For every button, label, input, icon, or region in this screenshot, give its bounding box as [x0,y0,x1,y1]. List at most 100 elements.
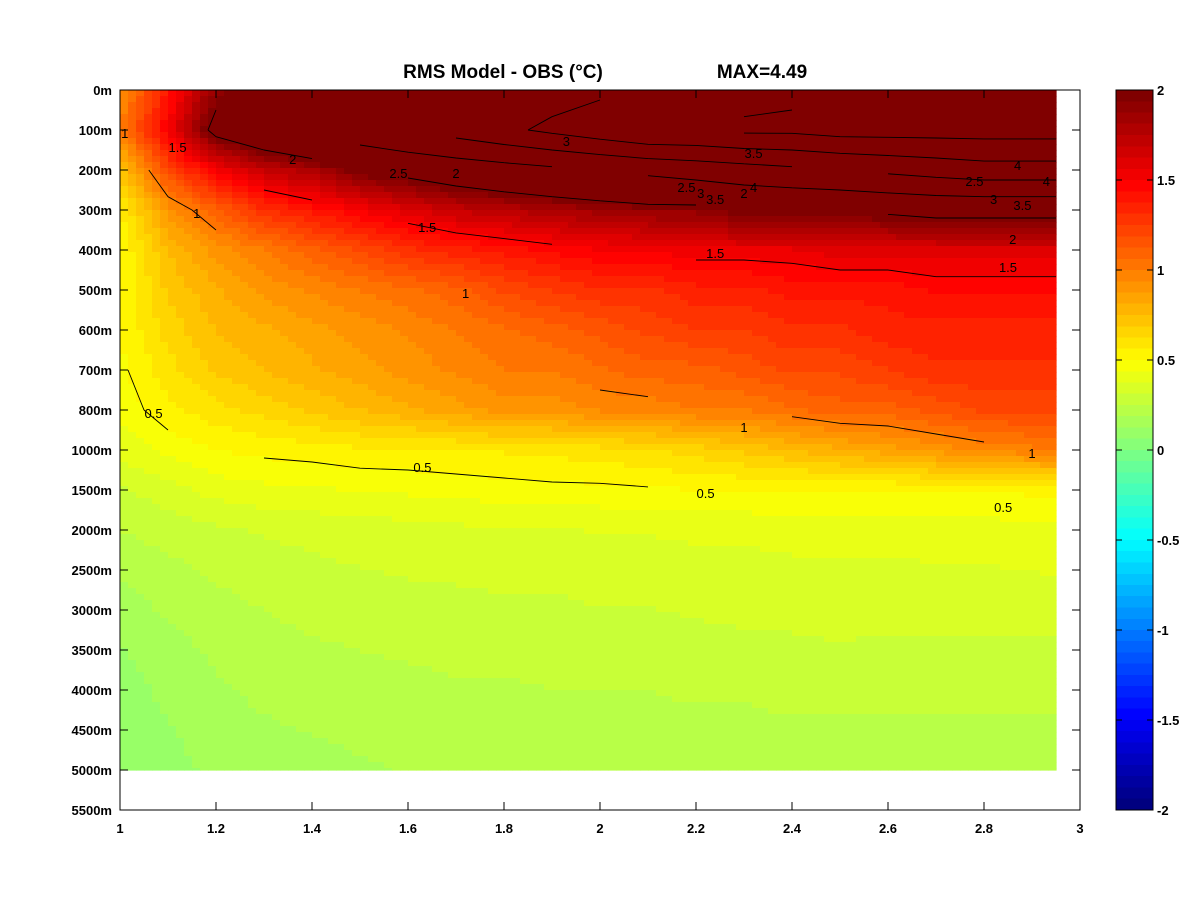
heatmap-cell [624,186,633,193]
heatmap-cell [312,240,321,247]
heatmap-cell [176,192,185,199]
heatmap-cell [464,318,473,325]
heatmap-cell [1000,258,1009,265]
heatmap-cell [632,198,641,205]
heatmap-cell [448,282,457,289]
heatmap-cell [528,210,537,217]
heatmap-cell [944,276,953,283]
heatmap-cell [736,282,745,289]
heatmap-cell [1040,324,1049,331]
heatmap-cell [552,282,561,289]
heatmap-cell [1000,132,1009,139]
heatmap-cell [392,138,401,145]
heatmap-cell [440,252,449,259]
heatmap-cell [304,240,313,247]
heatmap-cell [808,90,817,97]
heatmap-cell [144,168,153,175]
heatmap-cell [272,102,281,109]
heatmap-cell [616,288,625,295]
heatmap-cell [688,126,697,133]
heatmap-cell [304,162,313,169]
heatmap-cell [776,276,785,283]
heatmap-cell [376,264,385,271]
heatmap-cell [576,126,585,133]
heatmap-cell [328,216,337,223]
heatmap-cell [504,234,513,241]
heatmap-cell [408,204,417,211]
heatmap-cell [1032,234,1041,241]
heatmap-cell [688,108,697,115]
heatmap-cell [952,102,961,109]
heatmap-cell [1016,270,1025,277]
heatmap-cell [488,168,497,175]
heatmap-cell [880,216,889,223]
heatmap-cell [776,330,785,337]
heatmap-cell [936,114,945,121]
heatmap-cell [328,312,337,319]
heatmap-cell [432,162,441,169]
heatmap-cell [296,144,305,151]
heatmap-cell [336,150,345,157]
heatmap-cell [680,288,689,295]
heatmap-cell [424,264,433,271]
heatmap-cell [808,276,817,283]
heatmap-cell [952,162,961,169]
heatmap-cell [832,282,841,289]
heatmap-cell [1032,288,1041,295]
heatmap-cell [728,90,737,97]
heatmap-cell [200,168,209,175]
heatmap-cell [640,198,649,205]
heatmap-cell [944,252,953,259]
heatmap-cell [600,192,609,199]
heatmap-cell [416,162,425,169]
heatmap-cell [416,342,425,349]
heatmap-cell [176,210,185,217]
heatmap-cell [856,144,865,151]
heatmap-cell [168,282,177,289]
heatmap-cell [728,246,737,253]
heatmap-cell [1016,150,1025,157]
heatmap-cell [936,138,945,145]
heatmap-cell [328,114,337,121]
heatmap-cell [808,210,817,217]
heatmap-cell [696,222,705,229]
heatmap-cell [984,252,993,259]
heatmap-cell [592,186,601,193]
heatmap-cell [632,204,641,211]
heatmap-cell [1016,180,1025,187]
heatmap-cell [720,264,729,271]
heatmap-cell [896,144,905,151]
heatmap-cell [248,204,257,211]
heatmap-cell [600,210,609,217]
heatmap-cell [576,240,585,247]
heatmap-cell [248,276,257,283]
heatmap-cell [704,126,713,133]
heatmap-cell [256,120,265,127]
heatmap-cell [656,222,665,229]
heatmap-cell [776,288,785,295]
heatmap-cell [760,132,769,139]
heatmap-cell [968,192,977,199]
heatmap-cell [768,300,777,307]
heatmap-cell [992,96,1001,103]
heatmap-cell [744,216,753,223]
heatmap-cell [592,168,601,175]
heatmap-cell [432,324,441,331]
heatmap-cell [600,312,609,319]
heatmap-cell [864,192,873,199]
heatmap-cell [632,324,641,331]
heatmap-cell [232,138,241,145]
heatmap-cell [264,234,273,241]
heatmap-cell [816,144,825,151]
heatmap-cell [568,258,577,265]
heatmap-cell [784,126,793,133]
heatmap-cell [416,294,425,301]
heatmap-cell [184,312,193,319]
heatmap-cell [216,192,225,199]
heatmap-cell [328,288,337,295]
heatmap-cell [600,102,609,109]
heatmap-cell [216,324,225,331]
heatmap-cell [664,324,673,331]
heatmap-cell [376,318,385,325]
